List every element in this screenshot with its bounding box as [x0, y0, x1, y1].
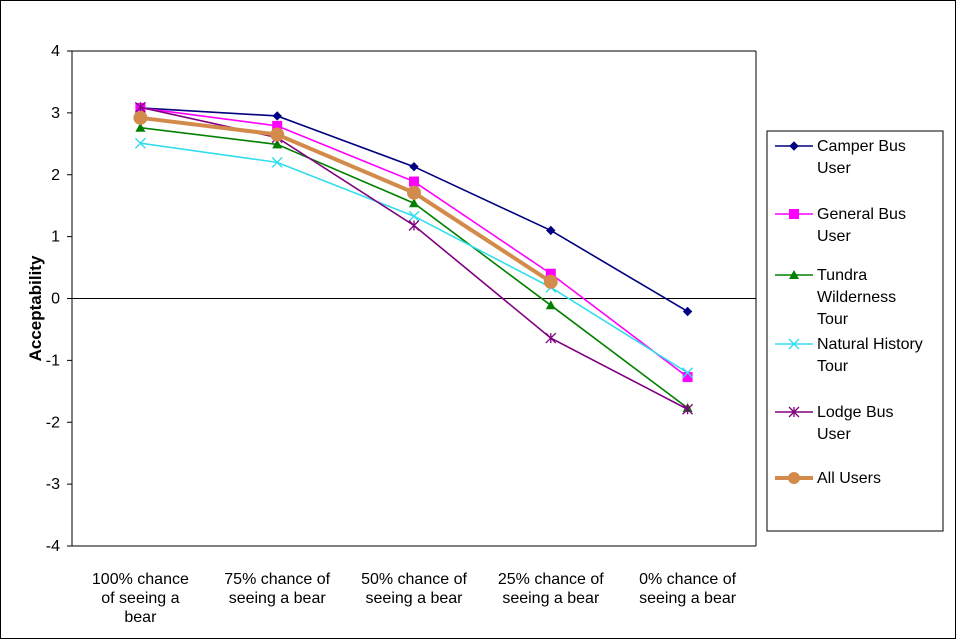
y-tick-label: 3 — [51, 105, 60, 122]
series-point — [272, 120, 283, 131]
y-tick-label: -1 — [46, 352, 60, 369]
legend-label: Natural History Tour — [817, 336, 923, 375]
series-point — [409, 198, 419, 208]
axes: -4 -3 -2 -1 0 1 2 3 4 100% chance of seeing a bear 7… — [26, 43, 757, 626]
series-point — [543, 274, 558, 289]
legend-swatch-marker — [789, 209, 799, 219]
y-tick-label: 2 — [51, 167, 60, 184]
series-point — [270, 127, 285, 142]
series-3 — [135, 122, 693, 413]
series-point — [134, 101, 146, 113]
x-tick-label: 75% chance of seeing a bear — [224, 571, 330, 607]
series-point — [271, 156, 283, 168]
series-point — [407, 185, 421, 200]
legend-label: Tundra Wilderness Tour — [817, 267, 896, 328]
legend-swatch-marker — [788, 406, 800, 418]
legend-label: General Bus User — [817, 206, 906, 245]
legend-swatch-marker — [789, 141, 799, 151]
series-point — [545, 268, 556, 279]
y-tick-label: -2 — [46, 414, 60, 431]
y-tick-label: 1 — [51, 229, 60, 246]
y-tick-label: -3 — [46, 476, 60, 493]
legend-entry: Camper Bus User — [775, 138, 906, 177]
legend-entry: All Users — [775, 470, 881, 487]
series-2 — [135, 102, 693, 383]
series-point — [546, 225, 556, 236]
legend-label: All Users — [817, 470, 881, 487]
series-point — [545, 332, 557, 344]
series-point — [682, 306, 693, 317]
series-1 — [135, 103, 693, 317]
y-tick-label: 4 — [51, 43, 60, 60]
legend-entry: Natural History Tour — [775, 336, 923, 375]
series-6 — [133, 110, 558, 289]
y-tick-label: -4 — [46, 538, 60, 555]
legend-entry: Lodge Bus User — [775, 404, 894, 443]
legend-entry: Tundra Wilderness Tour — [775, 267, 896, 328]
series-5 — [134, 101, 694, 415]
x-tick-label: 25% chance of seeing a bear — [498, 571, 604, 607]
series-point — [409, 176, 419, 187]
series-point — [135, 122, 146, 132]
series-point — [272, 139, 283, 149]
legend-label: Camper Bus User — [817, 138, 906, 177]
series-layer — [133, 101, 694, 415]
y-tick-label: 0 — [51, 291, 60, 308]
series-point — [409, 161, 419, 172]
series-line — [140, 106, 688, 410]
x-tick-label: 50% chance of seeing a bear — [361, 571, 467, 607]
legend-swatch-marker — [788, 472, 800, 484]
series-point — [545, 300, 556, 310]
series-point — [408, 220, 420, 231]
legend-box — [766, 130, 944, 532]
legend-label: Lodge Bus User — [817, 404, 894, 443]
series-point — [682, 367, 694, 379]
series-point — [133, 110, 148, 125]
x-tick-label: 100% chance of seeing a bear — [92, 571, 189, 626]
series-point — [134, 137, 146, 149]
legend: Camper Bus User General Bus User Tundra Wilde… — [766, 130, 944, 532]
series-point — [682, 372, 693, 383]
series-line — [140, 115, 552, 284]
legend-entry: General Bus User — [775, 206, 906, 245]
x-tick-label: 0% chance of seeing a bear — [639, 571, 737, 607]
series-point — [408, 210, 420, 222]
legend-swatch-marker — [789, 270, 799, 279]
series-point — [682, 403, 694, 415]
series-point — [272, 111, 282, 121]
series-4 — [134, 137, 694, 379]
series-line — [140, 107, 689, 378]
y-axis-title: Acceptability — [26, 255, 45, 361]
legend-swatch-marker — [788, 338, 800, 350]
